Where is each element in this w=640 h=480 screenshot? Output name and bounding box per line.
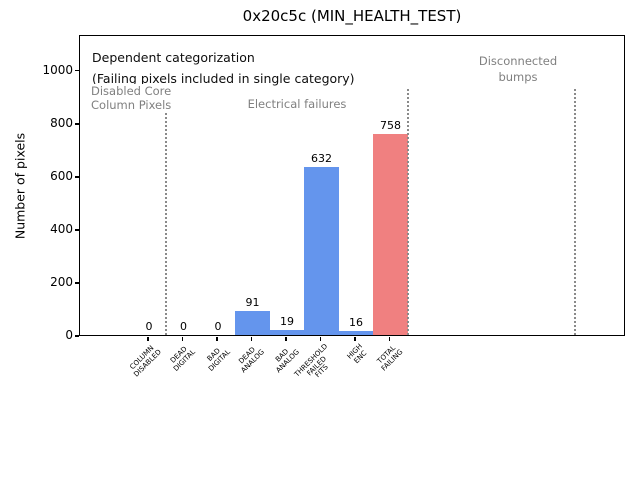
bar-value-label: 0 (214, 320, 222, 333)
y-tick-mark (75, 335, 79, 337)
y-tick-label: 0 (65, 328, 73, 342)
x-tick-label: DEAD DIGITAL (169, 344, 197, 373)
annotation-region-disabled-core: Disabled Core Column Pixels (91, 84, 174, 113)
x-tick-mark (147, 337, 149, 341)
region-separator-line (165, 88, 168, 336)
bar (235, 310, 270, 335)
y-tick-mark (75, 282, 79, 284)
bar (373, 133, 408, 335)
y-tick-label: 1000 (42, 62, 73, 77)
x-tick-mark (285, 337, 287, 341)
x-tick-label: DEAD ANALOG (237, 345, 266, 375)
y-tick-mark (75, 70, 79, 72)
bar-value-label: 758 (380, 118, 401, 132)
y-tick-label: 800 (50, 115, 73, 130)
y-tick-label: 400 (50, 221, 73, 236)
x-tick-mark (181, 337, 184, 341)
y-tick-mark (75, 176, 79, 178)
bar-value-label: 19 (280, 314, 294, 328)
bar-value-label: 632 (311, 152, 332, 166)
annotation-dependent-categorization: Dependent categorization (92, 50, 255, 65)
bar (338, 330, 374, 335)
chart-title: 0x20c5c (MIN_HEALTH_TEST) (242, 7, 462, 25)
annotation-dependent-categorization-sub: (Failing pixels included in single categ… (92, 71, 355, 86)
y-axis-label: Number of pixels (12, 132, 28, 240)
x-tick-mark (388, 337, 391, 341)
x-tick-mark (250, 337, 253, 341)
bar-value-label: 0 (145, 320, 153, 333)
y-tick-mark (75, 229, 79, 231)
x-tick-label: TOTAL FAILING (375, 343, 404, 373)
annotation-region-electrical-failures: Electrical failures (247, 97, 347, 111)
x-tick-mark (216, 337, 218, 341)
bar (304, 167, 339, 335)
region-separator-line (406, 88, 409, 336)
bar-value-label: 91 (245, 295, 260, 309)
bar-value-label: 0 (180, 320, 187, 333)
x-tick-label: THRESHOLD FAILED FITS (293, 342, 331, 380)
annotation-region-disconnected-bumps: Disconnected bumps (478, 54, 558, 84)
y-tick-label: 600 (50, 168, 73, 183)
region-separator-line (574, 88, 577, 336)
plot-area: Dependent categorization (Failing pixels… (79, 35, 625, 336)
x-tick-label: COLUMN DISABLED (128, 344, 163, 379)
bar (269, 329, 305, 335)
x-tick-label: BAD DIGITAL (205, 346, 232, 373)
bar-value-label: 16 (349, 315, 363, 329)
x-tick-mark (354, 337, 356, 341)
y-tick-mark (75, 123, 79, 125)
x-tick-mark (319, 337, 322, 341)
x-tick-label: HIGH ENC (345, 342, 369, 365)
y-tick-label: 200 (50, 274, 73, 289)
